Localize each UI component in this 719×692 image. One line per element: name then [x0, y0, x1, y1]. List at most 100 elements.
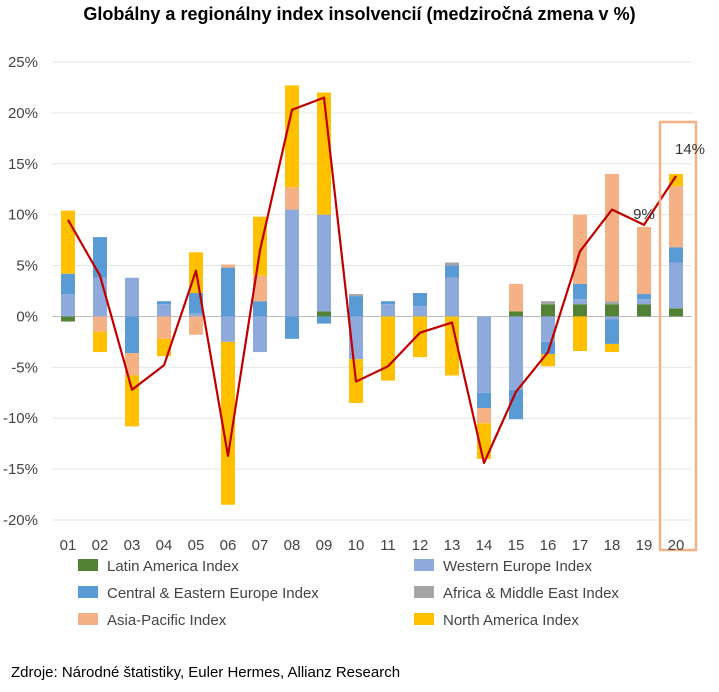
bar-segment [285, 209, 299, 317]
bar-segment [253, 301, 267, 317]
x-tick-label: 19 [636, 537, 653, 554]
bar-segment [253, 316, 267, 353]
bar-segment [637, 304, 651, 317]
bar-segment [477, 316, 491, 393]
bar-segment [445, 277, 459, 317]
y-tick-label: 5% [16, 258, 38, 275]
chart-title: Globálny a regionálny index insolvencií … [83, 4, 636, 24]
bar-segment [189, 316, 203, 335]
bar-segment [317, 214, 331, 312]
y-tick-label: 25% [8, 54, 38, 71]
bar-segment [221, 264, 235, 268]
bar-segment [477, 408, 491, 424]
bar-segment [125, 375, 139, 427]
bar-segment [285, 85, 299, 188]
bar-segment [413, 293, 427, 307]
bar-segment [285, 316, 299, 339]
x-tick-label: 08 [284, 537, 301, 554]
bar-segment [157, 316, 171, 339]
x-tick-label: 16 [540, 537, 557, 554]
legend-label: Western Europe Index [443, 558, 592, 575]
legend-swatch [414, 559, 434, 571]
bar-segment [541, 304, 555, 317]
x-tick-label: 14 [476, 537, 493, 554]
x-tick-label: 04 [156, 537, 173, 554]
bar-segment [61, 273, 75, 295]
x-tick-label: 09 [316, 537, 333, 554]
bar-segment [93, 331, 107, 353]
annotation-label: 14% [675, 141, 705, 158]
bar-segment [669, 247, 683, 263]
bar-segment [157, 304, 171, 317]
bar-segment [669, 308, 683, 317]
bar-segment [125, 353, 139, 376]
x-tick-label: 20 [668, 537, 685, 554]
bar-segment [61, 294, 75, 317]
annotations: 9% 14% [633, 141, 705, 223]
bar-segment [573, 214, 587, 284]
bar-segment [605, 173, 619, 302]
bar-segment [253, 275, 267, 302]
bar-segment [605, 301, 619, 305]
bar-segment [221, 316, 235, 342]
highlight-box [658, 120, 698, 552]
bar-segment [669, 186, 683, 248]
bar-segment [349, 294, 363, 297]
y-tick-label: -20% [3, 512, 38, 529]
bar-segment [509, 283, 523, 312]
bar-segment [221, 267, 235, 317]
bar-segment [637, 294, 651, 300]
legend-label: Asia-Pacific Index [107, 612, 227, 629]
y-tick-label: 15% [8, 156, 38, 173]
x-tick-label: 07 [252, 537, 269, 554]
bar-segment [573, 316, 587, 352]
y-tick-label: 10% [8, 207, 38, 224]
bar-segment [573, 299, 587, 305]
bar-segment [221, 341, 235, 505]
x-tick-label: 15 [508, 537, 525, 554]
bar-segment [509, 311, 523, 317]
x-tick-label: 02 [92, 537, 109, 554]
bar-segment [413, 306, 427, 317]
bar-segment [317, 311, 331, 317]
bar-segment [669, 262, 683, 309]
y-tick-label: 20% [8, 105, 38, 122]
y-tick-label: 0% [16, 308, 38, 325]
y-tick-label: -10% [3, 410, 38, 427]
x-tick-label: 17 [572, 537, 589, 554]
bar-segment [477, 392, 491, 409]
legend-label: Central & Eastern Europe Index [107, 585, 319, 602]
legend-label: North America Index [443, 612, 579, 629]
highlight [658, 120, 698, 552]
legend-swatch [78, 613, 98, 625]
bar-segment [349, 296, 363, 317]
bar-segment [157, 301, 171, 305]
bar-segment [61, 316, 75, 322]
bars [61, 85, 683, 505]
global-index-line [67, 96, 677, 465]
bar-segment [125, 277, 139, 317]
bar-segment [125, 316, 139, 354]
x-tick-label: 18 [604, 537, 621, 554]
legend-swatch [78, 586, 98, 598]
x-tick-label: 03 [124, 537, 141, 554]
bar-segment [541, 316, 555, 342]
x-tick-label: 06 [220, 537, 237, 554]
y-axis: -20% -15% -10% -5% 0% 5% 10% 15% 20% 25% [3, 54, 38, 529]
bar-segment [189, 313, 203, 317]
annotation-label: 9% [633, 206, 655, 223]
bar-segment [605, 319, 619, 344]
x-tick-label: 01 [60, 537, 77, 554]
legend-label: Latin America Index [107, 558, 239, 575]
bar-segment [317, 316, 331, 324]
bar-segment [605, 343, 619, 353]
legend-label: Africa & Middle East Index [443, 585, 619, 602]
legend-swatch [414, 613, 434, 625]
bar-segment [381, 304, 395, 317]
x-tick-label: 10 [348, 537, 365, 554]
bar-segment [285, 187, 299, 210]
x-tick-label: 11 [380, 537, 396, 554]
y-tick-label: -5% [11, 359, 38, 376]
global-line [67, 96, 677, 465]
bar-segment [541, 354, 555, 367]
